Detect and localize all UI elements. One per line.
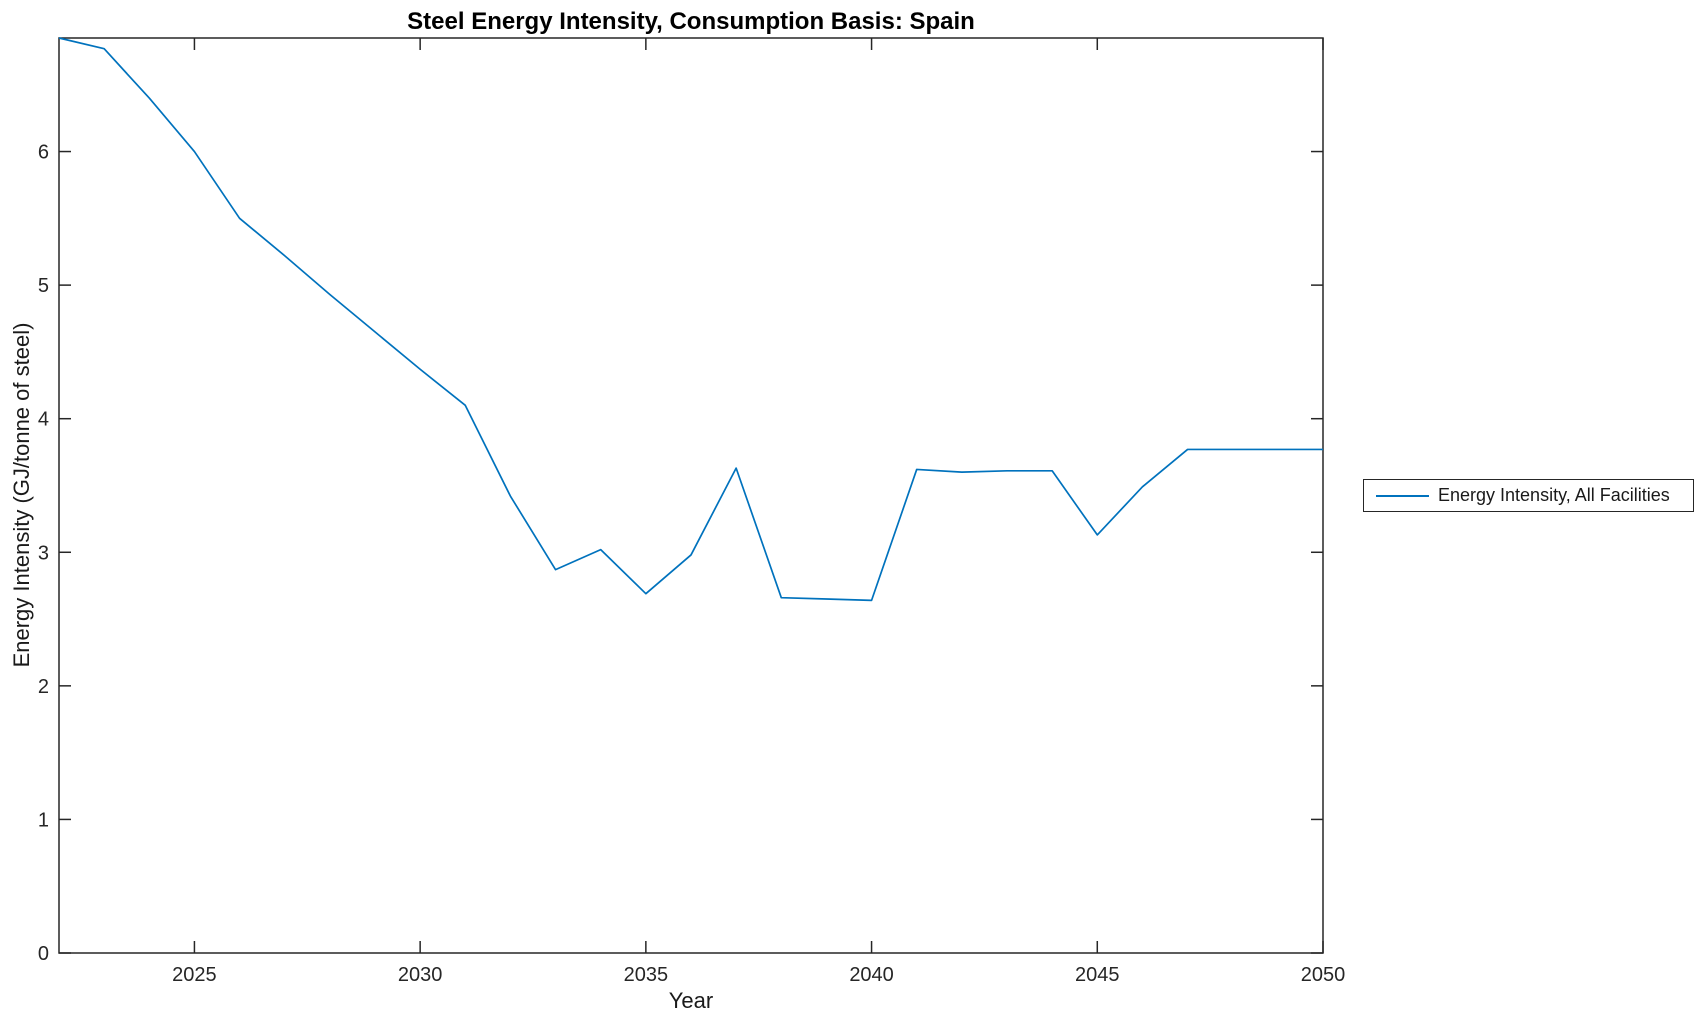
legend-item-label: Energy Intensity, All Facilities: [1438, 485, 1670, 505]
legend: Energy Intensity, All Facilities: [1363, 479, 1694, 512]
y-tick-label: 0: [38, 943, 49, 965]
y-tick-label: 2: [38, 676, 49, 698]
y-tick-label: 3: [38, 542, 49, 564]
y-tick-label: 1: [38, 809, 49, 831]
x-tick-label: 2035: [624, 964, 669, 986]
x-tick-label: 2050: [1301, 964, 1346, 986]
x-tick-label: 2040: [849, 964, 894, 986]
y-tick-label: 5: [38, 275, 49, 297]
y-tick-label: 6: [38, 142, 49, 164]
legend-line-sample: [1376, 494, 1429, 497]
axes-box: [58, 37, 1324, 954]
chart-title: Steel Energy Intensity, Consumption Basi…: [407, 8, 975, 35]
x-tick-label: 2045: [1075, 964, 1120, 986]
y-axis-label: Energy Intensity (GJ/tonne of steel): [9, 322, 34, 668]
energy-intensity-line: [58, 37, 1323, 602]
x-axis-label: Year: [668, 988, 714, 1013]
y-tick-label: 4: [38, 409, 49, 431]
x-tick-label: 2030: [398, 964, 443, 986]
x-tick-label: 2025: [172, 964, 217, 986]
